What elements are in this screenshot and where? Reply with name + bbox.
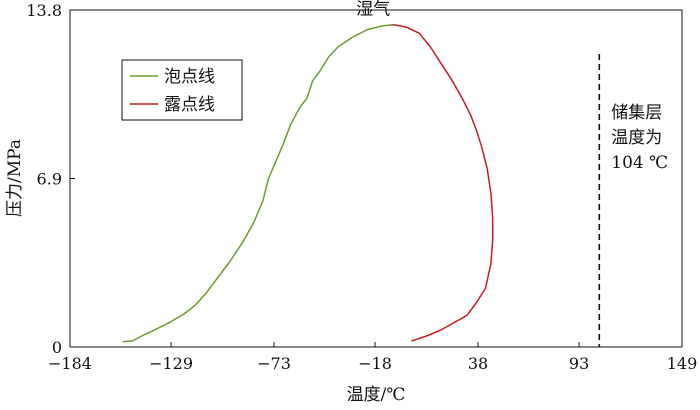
annotation-wet-gas: 湿气 xyxy=(356,0,390,20)
y-axis-label: 压力/MPa xyxy=(5,139,25,217)
x-tick-label: −129 xyxy=(149,354,193,373)
x-tick-label: 149 xyxy=(667,354,698,373)
y-tick-label: 13.8 xyxy=(26,1,62,20)
y-tick-label: 0 xyxy=(52,338,62,357)
x-tick-label: −73 xyxy=(257,354,291,373)
legend-label-bubble: 泡点线 xyxy=(164,67,215,87)
y-tick-label: 6.9 xyxy=(37,170,62,189)
bubble-point-line xyxy=(122,23,395,343)
ticks-layer: −184 −129 −73 −18 38 93 149 0 6.9 13.8 xyxy=(26,1,697,373)
x-axis-label: 温度/℃ xyxy=(347,385,406,405)
legend: 泡点线 露点线 xyxy=(121,59,243,121)
x-tick-label: 93 xyxy=(569,354,589,373)
legend-label-dew: 露点线 xyxy=(164,95,215,115)
annotation-reservoir-line-3: 104 ℃ xyxy=(611,153,668,173)
x-tick-label: 38 xyxy=(468,354,488,373)
series-layer xyxy=(122,23,494,343)
legend-box xyxy=(121,59,243,121)
dew-point-line xyxy=(392,23,494,342)
x-tick-label: −18 xyxy=(358,354,392,373)
annotation-reservoir-line-1: 储集层 xyxy=(611,103,662,123)
annotation-reservoir-line-2: 温度为 xyxy=(611,128,662,148)
x-tick-label: −184 xyxy=(48,354,92,373)
